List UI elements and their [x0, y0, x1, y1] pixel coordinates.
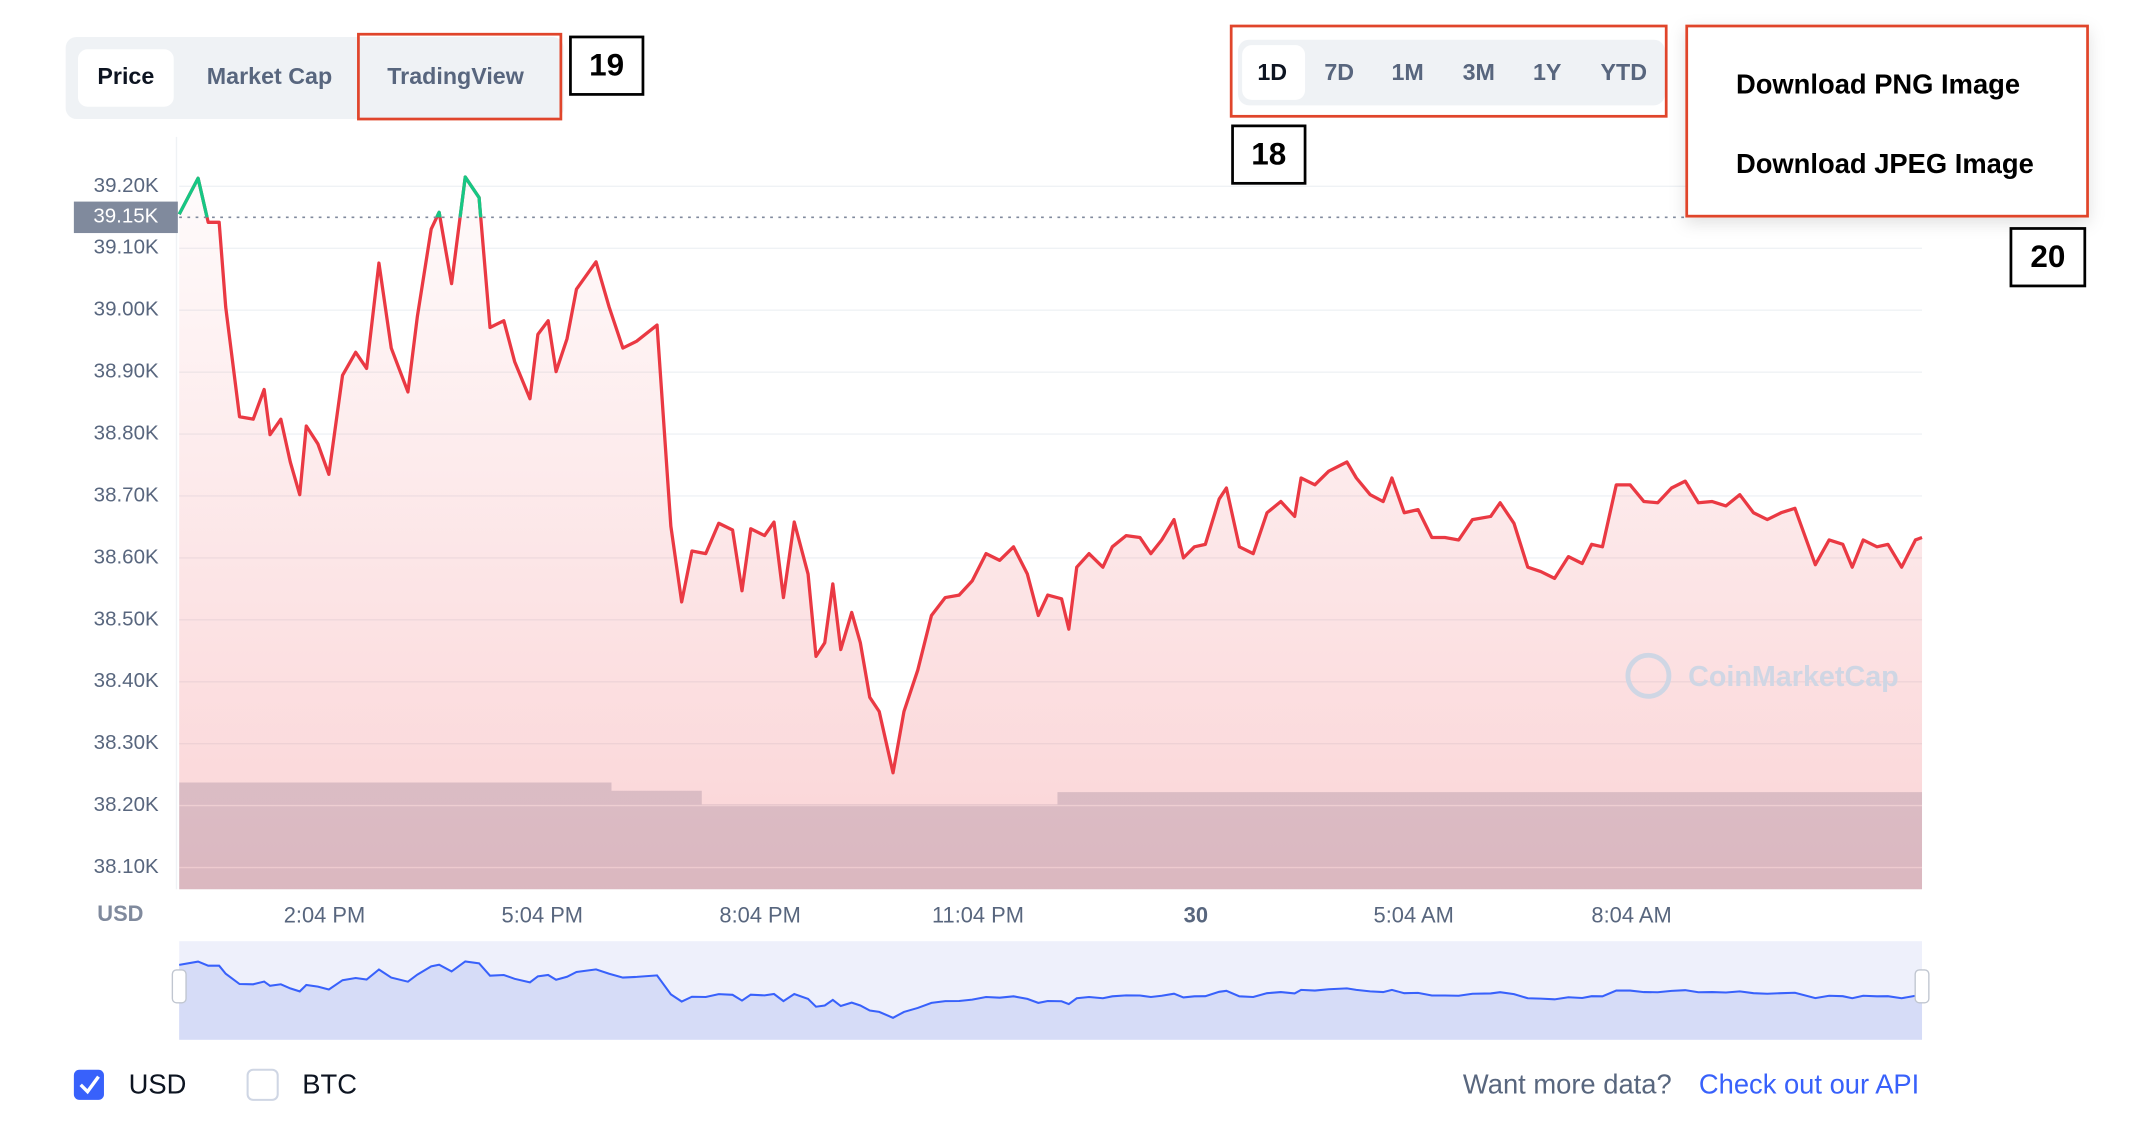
range-button[interactable]: 1Y	[1533, 59, 1562, 85]
tab-group	[65, 36, 564, 120]
x-tick-label: 8:04 PM	[719, 902, 800, 927]
footer-text: Want more data?	[1463, 1068, 1672, 1099]
y-tick-label: 38.60K	[94, 545, 159, 568]
annotation-box	[569, 35, 645, 96]
range-selected-bg	[1242, 45, 1306, 100]
checkbox[interactable]	[246, 1068, 279, 1101]
range-button[interactable]: YTD	[1601, 59, 1648, 85]
price-area	[179, 177, 1923, 890]
y-tick-label: 38.10K	[94, 855, 159, 878]
highlight-box	[357, 32, 563, 121]
x-axis-label: USD	[97, 901, 143, 926]
y-tick-label: 39.10K	[94, 236, 159, 259]
navigator-line	[179, 960, 1923, 1019]
annotation-box	[1231, 124, 1307, 185]
tab[interactable]: TradingView	[387, 63, 524, 89]
watermark-icon	[1625, 652, 1672, 699]
x-tick-label: 5:04 AM	[1374, 902, 1454, 927]
menu-item[interactable]: Download PNG Image	[1736, 68, 2020, 99]
annotation-label: 20	[2030, 239, 2065, 274]
y-tick-label: 39.00K	[94, 298, 159, 321]
checkbox-label: BTC	[302, 1068, 357, 1099]
annotation-label: 18	[1251, 136, 1286, 171]
menu-item[interactable]: Download JPEG Image	[1736, 148, 2034, 179]
navigator-line	[179, 961, 1923, 1040]
range-button[interactable]: 7D	[1324, 59, 1354, 85]
checkbox-checked[interactable]	[73, 1069, 104, 1100]
range-button[interactable]: 3M	[1463, 59, 1495, 85]
x-tick-label: 30	[1184, 902, 1208, 927]
range-button[interactable]: 1D	[1257, 59, 1287, 85]
tab[interactable]: Price	[97, 63, 154, 89]
price-line	[177, 175, 1923, 775]
annotation-label: 19	[589, 47, 624, 82]
x-tick-label: 2:04 PM	[284, 902, 365, 927]
y-tick-label: 38.40K	[94, 669, 159, 692]
tab-selected-bg	[77, 49, 174, 107]
reference-label-bg	[73, 201, 178, 234]
download-menu	[1685, 24, 2089, 218]
watermark: CoinMarketCap	[1688, 661, 1899, 693]
x-tick-label: 5:04 PM	[502, 902, 583, 927]
annotation-box	[2009, 227, 2087, 288]
api-link[interactable]: Check out our API	[1699, 1068, 1919, 1099]
checkmark	[79, 1075, 100, 1095]
y-tick-label: 38.70K	[94, 483, 159, 506]
y-tick-label: 38.90K	[94, 360, 159, 383]
highlight-box	[1229, 24, 1668, 118]
x-tick-label: 8:04 AM	[1591, 902, 1671, 927]
navigator-handle[interactable]	[1914, 969, 1930, 1004]
tab[interactable]: Market Cap	[207, 63, 332, 89]
y-tick-label: 38.50K	[94, 607, 159, 630]
checkbox-label: USD	[129, 1068, 187, 1099]
y-tick-label: 38.30K	[94, 731, 159, 754]
y-tick-label: 39.20K	[94, 174, 159, 197]
y-tick-label: 38.20K	[94, 793, 159, 816]
reference-label: 39.15K	[93, 205, 158, 228]
range-button[interactable]: 1M	[1392, 59, 1424, 85]
y-tick-label: 38.80K	[94, 421, 159, 444]
x-tick-label: 11:04 PM	[932, 902, 1024, 927]
range-group	[1238, 39, 1665, 106]
navigator-handle[interactable]	[171, 969, 187, 1004]
